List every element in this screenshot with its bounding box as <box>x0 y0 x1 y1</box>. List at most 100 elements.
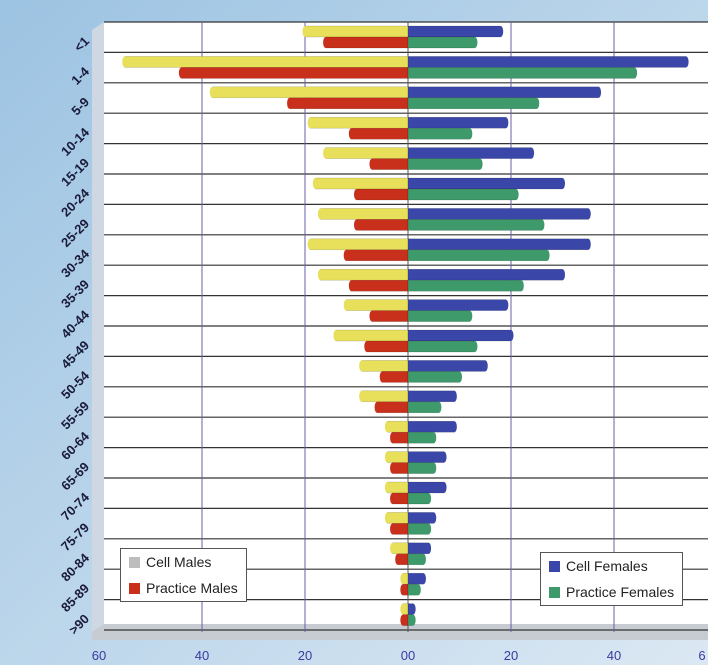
bar-cell-males <box>212 86 409 99</box>
legend-label-cell-males: Cell Males <box>146 554 212 570</box>
bar-cell-females <box>407 299 507 311</box>
bar-cap <box>544 249 550 261</box>
bar-cap <box>400 614 406 626</box>
bar-cell-males <box>361 360 409 372</box>
legend-swatch-practice-females <box>549 586 560 598</box>
bar-cap <box>503 299 509 311</box>
legend-item-cell-females: Cell Females <box>541 553 682 579</box>
bar-cap <box>333 330 339 341</box>
bar-cell-females <box>407 238 589 251</box>
bar-cell-females <box>407 25 501 38</box>
bar-practice-males <box>366 340 409 353</box>
bar-cell-males <box>309 238 409 251</box>
bar-practice-females <box>407 371 460 383</box>
x-tick-label: 40 <box>195 648 209 663</box>
bar-cap <box>400 584 406 596</box>
bar-cap <box>426 493 432 504</box>
bar-practice-females <box>407 188 517 201</box>
x-tick-label: 20 <box>504 648 518 663</box>
bar-practice-females <box>407 492 429 505</box>
bar-cap <box>369 158 375 170</box>
legend-item-practice-males: Practice Males <box>121 575 246 601</box>
bar-cap <box>364 341 370 352</box>
bar-cap <box>482 360 488 372</box>
bar-cap <box>384 482 390 493</box>
bar-cell-males <box>387 420 409 433</box>
x-tick-label: 60 <box>92 648 106 663</box>
bar-cell-females <box>407 329 512 342</box>
bar-cell-males <box>387 451 409 463</box>
legend-label-cell-females: Cell Females <box>566 558 648 574</box>
bar-cap <box>390 493 396 504</box>
bar-cell-males <box>320 208 409 220</box>
bar-cap <box>287 97 293 109</box>
bar-practice-males <box>351 279 409 292</box>
bar-practice-males <box>356 188 409 201</box>
bar-cell-females <box>407 420 455 433</box>
legend-swatch-cell-females <box>549 560 560 572</box>
bar-cap <box>431 512 437 524</box>
bar-cap <box>379 371 385 383</box>
bar-cap <box>384 421 390 433</box>
bar-cap <box>343 249 349 261</box>
bar-cell-females <box>407 481 445 494</box>
bar-practice-females <box>407 431 434 444</box>
bar-cell-females <box>407 56 687 68</box>
bar-cap <box>178 67 184 79</box>
bar-practice-females <box>407 67 635 79</box>
legend-swatch-cell-males <box>129 556 140 568</box>
bar-cap <box>441 482 447 493</box>
bar-cap <box>343 299 349 311</box>
bar-cap <box>426 523 432 535</box>
bar-cap <box>302 26 308 37</box>
bar-cap <box>467 310 473 322</box>
bar-cap <box>390 542 396 554</box>
bar-practice-females <box>407 97 537 110</box>
bar-cap <box>585 238 591 250</box>
bar-cell-females <box>407 177 563 190</box>
bar-cap <box>560 269 565 281</box>
bar-cell-males <box>309 116 409 129</box>
x-tick-label: 40 <box>607 648 621 663</box>
bar-cell-females <box>407 451 445 463</box>
bar-cap <box>683 56 689 68</box>
bar-cap <box>431 462 437 474</box>
legend-item-cell-males: Cell Males <box>121 549 246 575</box>
bar-cap <box>354 189 359 200</box>
bar-practice-females <box>407 127 471 140</box>
bar-cap <box>513 189 519 200</box>
bar-cell-females <box>407 208 589 220</box>
bar-cap <box>400 573 406 585</box>
bar-cap <box>354 219 359 231</box>
bar-practice-males <box>371 158 409 170</box>
bar-cell-males <box>387 481 409 494</box>
bar-cell-females <box>407 268 563 281</box>
legend-swatch-practice-males <box>129 582 140 594</box>
bar-practice-males <box>289 97 409 110</box>
bar-cap <box>317 269 323 281</box>
bar-cap <box>420 553 426 565</box>
bar-cap <box>359 390 365 402</box>
bar-cap <box>503 117 509 129</box>
bar-cap <box>420 573 426 585</box>
bar-cap <box>472 341 478 352</box>
x-tick-label: 6 <box>698 648 705 663</box>
legend-label-practice-females: Practice Females <box>566 584 675 600</box>
bar-cap <box>451 421 457 433</box>
bar-practice-females <box>407 401 440 414</box>
bar-cap <box>359 360 365 372</box>
bar-cap <box>384 451 390 463</box>
bar-cap <box>209 86 215 98</box>
bar-cell-females <box>407 512 434 524</box>
bar-cap <box>348 128 354 140</box>
bar-cell-males <box>387 512 409 524</box>
bar-cell-females <box>407 116 507 129</box>
bar-cap <box>395 553 401 565</box>
bar-cap <box>317 208 323 220</box>
bar-cap <box>410 603 416 615</box>
legend-item-practice-females: Practice Females <box>541 579 682 605</box>
bar-practice-females <box>407 279 522 292</box>
bar-practice-females <box>407 219 543 231</box>
legend-females: Cell Females Practice Females <box>540 552 684 606</box>
